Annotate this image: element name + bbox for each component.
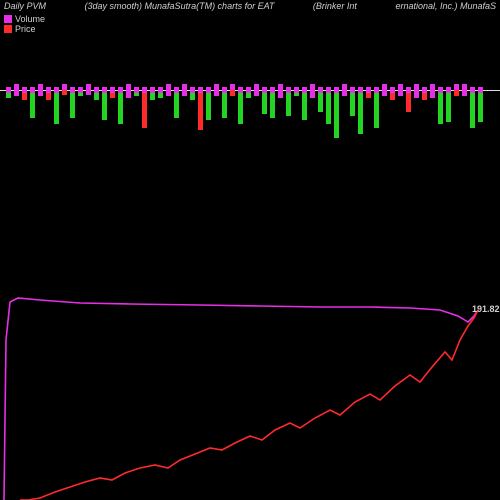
line-chart-svg — [0, 0, 500, 500]
volume-line — [4, 298, 478, 500]
price-value-label: 191.82 — [472, 304, 500, 314]
price-line — [20, 310, 478, 500]
chart-root: Daily PVM (3day smooth) MunafaSutra(TM) … — [0, 0, 500, 500]
